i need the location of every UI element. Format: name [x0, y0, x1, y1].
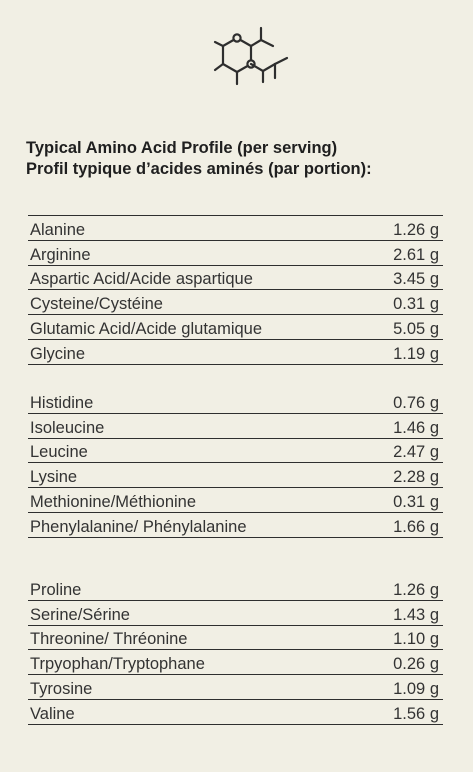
amino-acid-amount: 0.31 g: [393, 295, 439, 314]
amino-acid-row: Trpyophan/Tryptophane 0.26 g: [28, 650, 443, 676]
amino-acid-row: Leucine 2.47 g: [28, 439, 443, 464]
amino-acid-row: Serine/Sérine 1.43 g: [28, 601, 443, 626]
amino-acid-amount: 0.26 g: [393, 655, 439, 674]
amino-acid-name: Cysteine/Cystéine: [30, 295, 163, 314]
amino-acid-name: Glycine: [30, 344, 86, 363]
amino-acid-row: Phenylalanine/ Phénylalanine 1.66 g: [28, 513, 443, 538]
amino-acid-name: Threonine/ Thréonine: [30, 630, 188, 649]
amino-acid-name: Leucine: [30, 443, 88, 462]
amino-acid-name: Glutamic Acid/Acide glutamique: [30, 319, 263, 338]
molecule-icon: [213, 26, 289, 86]
amino-acid-row: Lysine 2.28 g: [28, 463, 443, 489]
amino-group-3: Proline 1.26 g Serine/Sérine 1.43 g Threonin…: [28, 576, 443, 725]
amino-acid-name: Proline: [30, 580, 82, 599]
amino-acid-name: Lysine: [30, 468, 78, 487]
amino-acid-row: Tyrosine 1.09 g: [28, 675, 443, 700]
amino-acid-name: Serine/Sérine: [30, 605, 130, 624]
amino-acid-row: Isoleucine 1.46 g: [28, 414, 443, 439]
amino-acid-amount: 1.26 g: [393, 220, 439, 239]
amino-acid-amount: 1.66 g: [393, 517, 439, 536]
amino-acid-row: Aspartic Acid/Acide aspartique 3.45 g: [28, 266, 443, 291]
amino-acid-amount: 1.56 g: [393, 704, 439, 723]
amino-acid-row: Glutamic Acid/Acide glutamique 5.05 g: [28, 315, 443, 340]
amino-acid-amount: 2.61 g: [393, 245, 439, 264]
amino-acid-name: Phenylalanine/ Phénylalanine: [30, 517, 247, 536]
amino-acid-row: Valine 1.56 g: [28, 700, 443, 725]
title-english: Typical Amino Acid Profile (per serving): [26, 139, 338, 157]
amino-acid-amount: 1.46 g: [393, 418, 439, 437]
amino-acid-name: Arginine: [30, 245, 91, 264]
amino-acid-row: Alanine 1.26 g: [28, 216, 443, 241]
amino-acid-name: Valine: [30, 704, 75, 723]
amino-acid-amount: 3.45 g: [393, 270, 439, 289]
amino-acid-amount: 2.28 g: [393, 468, 439, 487]
amino-acid-amount: 0.31 g: [393, 492, 439, 511]
amino-acid-name: Trpyophan/Tryptophane: [30, 655, 205, 674]
amino-acid-row: Histidine 0.76 g: [28, 389, 443, 414]
amino-acid-amount: 2.47 g: [393, 443, 439, 462]
amino-acid-amount: 5.05 g: [393, 319, 439, 338]
amino-acid-row: Methionine/Méthionine 0.31 g: [28, 488, 443, 513]
amino-acid-amount: 0.76 g: [393, 393, 439, 412]
amino-acid-name: Methionine/Méthionine: [30, 492, 197, 511]
amino-acid-amount: 1.09 g: [393, 679, 439, 698]
profile-title: Typical Amino Acid Profile (per serving)…: [26, 138, 372, 180]
amino-acid-name: Tyrosine: [30, 679, 93, 698]
amino-acid-amount: 1.26 g: [393, 580, 439, 599]
amino-acid-name: Alanine: [30, 220, 86, 239]
amino-acid-row: Glycine 1.19 g: [28, 340, 443, 365]
amino-acid-row: Proline 1.26 g: [28, 576, 443, 601]
title-french: Profil typique d’acides aminés (par port…: [26, 160, 372, 178]
amino-group-1: Alanine 1.26 g Arginine 2.61 g Aspartic Acid…: [28, 215, 443, 365]
amino-acid-row: Threonine/ Thréonine 1.10 g: [28, 626, 443, 651]
amino-acid-row: Arginine 2.61 g: [28, 241, 443, 266]
amino-acid-name: Isoleucine: [30, 418, 105, 437]
amino-acid-amount: 1.19 g: [393, 344, 439, 363]
amino-acid-amount: 1.10 g: [393, 630, 439, 649]
amino-acid-name: Histidine: [30, 393, 94, 412]
amino-acid-row: Cysteine/Cystéine 0.31 g: [28, 290, 443, 316]
amino-acid-name: Aspartic Acid/Acide aspartique: [30, 270, 253, 289]
amino-acid-amount: 1.43 g: [393, 605, 439, 624]
amino-group-2: Histidine 0.76 g Isoleucine 1.46 g Leucine 2.…: [28, 389, 443, 538]
